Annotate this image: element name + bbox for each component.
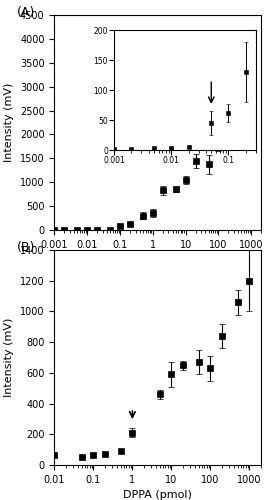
Y-axis label: Intensity (mV): Intensity (mV) (4, 83, 14, 162)
Text: (A): (A) (17, 6, 35, 20)
Y-axis label: Intensity (mV): Intensity (mV) (5, 318, 14, 397)
X-axis label: DPPA (pmol): DPPA (pmol) (123, 490, 192, 500)
X-axis label: Choline (pmol): Choline (pmol) (117, 256, 199, 266)
Text: (B): (B) (17, 242, 36, 254)
